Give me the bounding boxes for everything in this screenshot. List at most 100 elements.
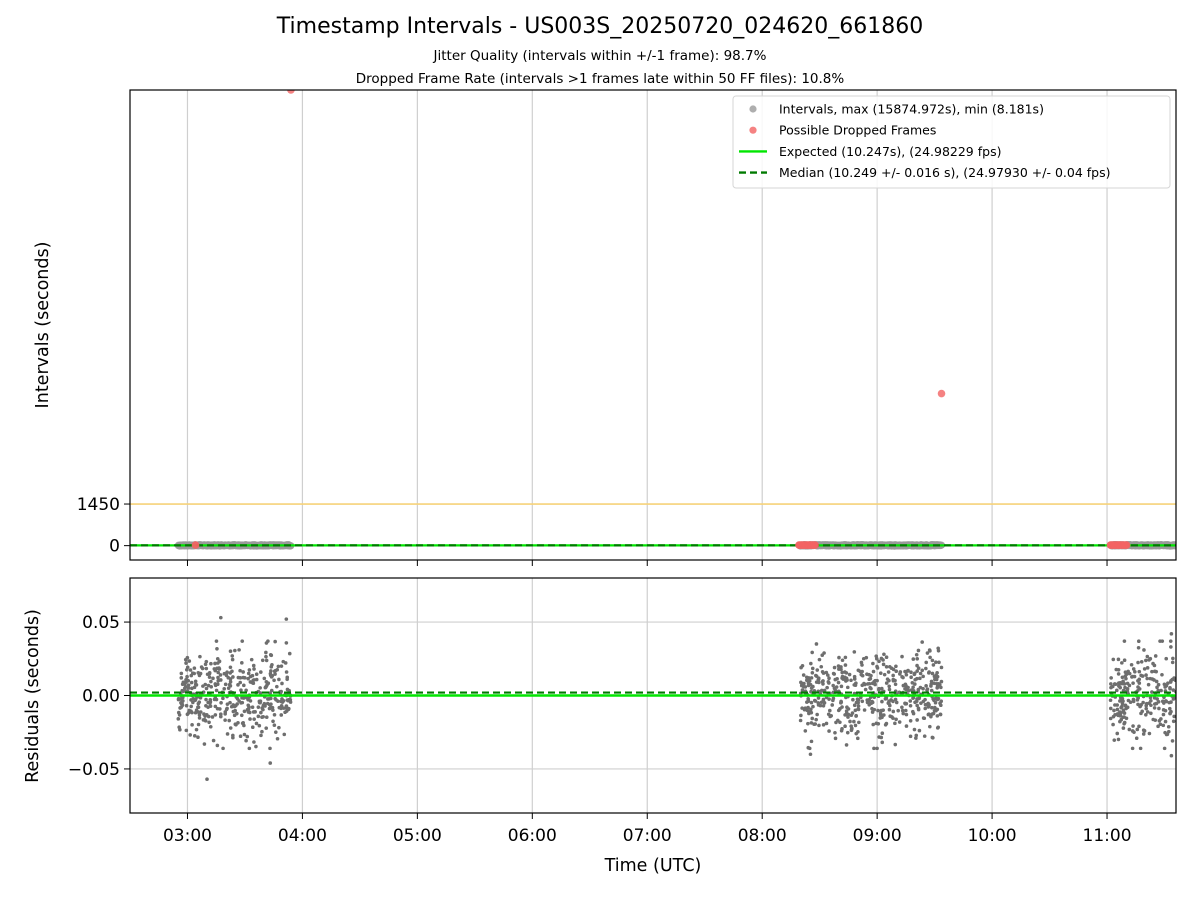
- residual-point: [839, 728, 844, 733]
- residual-point: [814, 642, 819, 646]
- residual-point: [809, 676, 814, 680]
- residual-point: [238, 668, 242, 673]
- residual-point: [264, 658, 269, 663]
- residual-point: [240, 661, 244, 665]
- residual-point: [832, 686, 837, 691]
- time-x-tick-label: 06:00: [508, 826, 557, 846]
- residual-point: [253, 710, 257, 714]
- residual-point: [1169, 632, 1174, 636]
- residual-point: [933, 677, 937, 682]
- residual-point: [201, 718, 206, 722]
- residual-point: [1127, 683, 1132, 688]
- residual-point: [803, 729, 808, 733]
- residual-point: [893, 682, 898, 687]
- residual-point: [242, 709, 247, 714]
- residual-point: [1120, 696, 1124, 700]
- residual-point: [924, 660, 929, 665]
- residual-point: [184, 728, 189, 733]
- residual-point: [846, 713, 850, 718]
- residual-point: [927, 648, 932, 652]
- residual-point: [891, 667, 896, 672]
- residual-point: [1114, 667, 1119, 672]
- residual-point: [218, 714, 223, 719]
- residual-point: [809, 700, 814, 705]
- residual-point: [877, 687, 881, 692]
- residual-point: [204, 659, 209, 664]
- residual-point: [237, 648, 241, 652]
- residual-point: [878, 671, 883, 675]
- residuals-y-tick-label: −0.05: [68, 760, 120, 780]
- residual-point: [915, 656, 920, 661]
- residual-point: [918, 671, 923, 676]
- residual-point: [906, 668, 910, 673]
- residual-point: [1161, 712, 1166, 717]
- residual-point: [1111, 657, 1116, 662]
- residual-point: [268, 653, 273, 657]
- residual-point: [866, 682, 870, 686]
- residual-point: [816, 696, 821, 700]
- residual-point: [1117, 684, 1121, 688]
- residual-point: [900, 708, 905, 713]
- residual-point: [246, 703, 251, 708]
- residual-point: [199, 665, 204, 669]
- residual-point: [1122, 720, 1127, 725]
- residual-point: [285, 677, 289, 682]
- residuals-plot-area: [130, 615, 1176, 782]
- residual-point: [1136, 678, 1140, 683]
- residual-point: [209, 684, 214, 689]
- residual-point: [1111, 722, 1115, 727]
- residual-point: [247, 710, 252, 715]
- residual-point: [859, 672, 864, 677]
- residual-point: [1160, 673, 1164, 677]
- residual-point: [269, 669, 273, 673]
- residual-point: [916, 706, 921, 711]
- residual-point: [1152, 678, 1156, 682]
- residual-point: [179, 697, 183, 701]
- residual-point: [264, 684, 268, 689]
- residual-point: [1145, 666, 1150, 670]
- residual-point: [1108, 698, 1113, 703]
- residual-point: [216, 661, 220, 665]
- dropped-frame-point: [1122, 541, 1131, 549]
- residual-point: [855, 697, 860, 702]
- residual-point: [248, 699, 253, 703]
- residual-point: [839, 701, 843, 705]
- residual-point: [810, 716, 815, 721]
- residual-point: [252, 740, 256, 744]
- residual-point: [891, 678, 896, 683]
- residual-point: [930, 705, 934, 710]
- residual-point: [916, 687, 921, 692]
- residual-point: [184, 677, 188, 682]
- residual-point: [833, 677, 838, 682]
- residual-point: [908, 734, 913, 739]
- residual-point: [1112, 682, 1117, 686]
- residual-point: [810, 666, 815, 671]
- residual-point: [1162, 701, 1166, 705]
- residual-point: [190, 686, 194, 691]
- residual-point: [819, 664, 824, 669]
- residual-point: [197, 713, 202, 717]
- residual-point: [881, 662, 886, 667]
- residual-point: [1144, 703, 1149, 708]
- residual-point: [1109, 685, 1113, 690]
- residual-point: [197, 716, 202, 720]
- residual-point: [219, 615, 223, 620]
- residual-point: [1116, 657, 1121, 662]
- residual-point: [259, 733, 263, 738]
- residual-point: [264, 715, 269, 720]
- residual-point: [802, 681, 806, 686]
- residual-point: [208, 697, 213, 702]
- chart-subtitle-jitter: Jitter Quality (intervals within +/-1 fr…: [433, 48, 767, 64]
- residual-point: [1109, 682, 1113, 686]
- residual-point: [912, 672, 917, 677]
- residual-point: [268, 691, 273, 695]
- residual-point: [260, 715, 264, 719]
- residual-point: [230, 669, 234, 674]
- residual-point: [844, 679, 848, 683]
- residual-point: [235, 702, 239, 706]
- residual-point: [874, 654, 879, 658]
- residual-point: [870, 706, 874, 711]
- residual-point: [860, 699, 865, 704]
- residual-point: [275, 736, 280, 741]
- time-x-tick-label: 05:00: [393, 826, 442, 846]
